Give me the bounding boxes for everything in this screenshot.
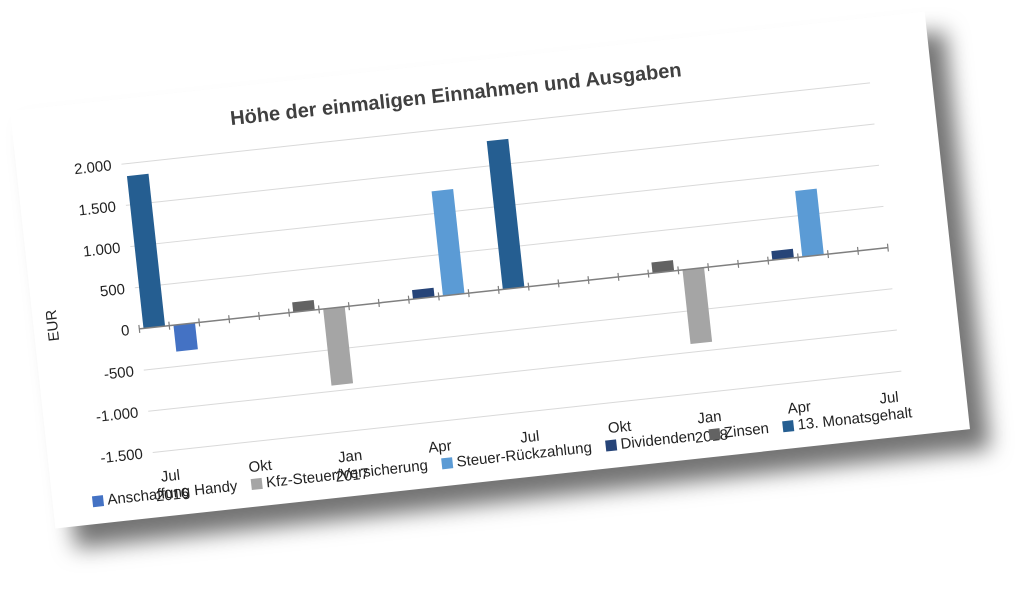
legend-label: Zinsen [723, 420, 770, 442]
x-tick-label: Apr [787, 398, 812, 417]
x-tick-label: Jul [879, 389, 900, 408]
bar [173, 322, 198, 352]
x-tick-mark [437, 292, 440, 301]
y-tick-label: 0 [120, 322, 130, 340]
x-tick-mark [557, 279, 560, 288]
x-tick-mark [886, 243, 889, 252]
chart-card: -1.500 -1.000 -500 0 500 1.000 1.500 2.000 Jul 20… [10, 11, 970, 529]
x-tick-label: 2017 [335, 465, 370, 486]
y-tick-label: -1.000 [95, 404, 139, 425]
x-tick-mark [377, 298, 380, 307]
bars [126, 138, 824, 386]
x-tick-mark [317, 305, 321, 314]
bar [431, 188, 465, 296]
x-tick-mark [617, 272, 620, 281]
bar [126, 173, 166, 329]
legend-swatch [605, 439, 618, 452]
x-tick-mark [347, 302, 350, 311]
y-tick-label: -1.500 [100, 446, 144, 467]
x-tick-label: Apr [427, 437, 452, 456]
gridline [152, 370, 902, 453]
x-tick-mark [168, 321, 171, 330]
x-tick-mark [258, 311, 261, 320]
bar [323, 306, 354, 386]
chart-svg: -1.500-1.000-50005001.0001.5002.000Jul20… [43, 59, 914, 509]
x-tick-label: Jan [337, 447, 363, 467]
x-tick-mark [288, 308, 291, 317]
x-tick-mark [767, 256, 770, 265]
x-tick-mark [527, 282, 530, 291]
bar [795, 188, 824, 257]
legend-swatch [91, 495, 105, 508]
gridline [143, 288, 893, 371]
x-tick-label: Okt [607, 418, 633, 438]
bar [682, 267, 713, 345]
x-axis [138, 243, 889, 333]
x-tick-mark [228, 315, 231, 324]
x-tick-mark [407, 295, 410, 304]
legend-swatch [441, 457, 454, 470]
x-tick-mark [497, 285, 500, 294]
x-tick-mark [647, 269, 650, 278]
tick-labels: -1.500-1.000-50005001.0001.5002.000Jul20… [73, 157, 900, 506]
y-tick-label: 500 [99, 281, 126, 301]
gridline [148, 329, 897, 412]
x-tick-mark [138, 324, 141, 333]
y-tick-label: -500 [103, 363, 135, 383]
y-tick-label: 1.500 [78, 199, 117, 220]
legend-swatch [782, 420, 795, 433]
x-tick-mark [856, 246, 859, 255]
x-tick-mark [707, 263, 710, 272]
legend-label: 13. Monatsgehalt [797, 404, 914, 433]
bar [292, 299, 315, 313]
bar [771, 248, 794, 261]
y-tick-label: 2.000 [73, 157, 112, 178]
bar [651, 260, 675, 274]
x-tick-label: 2016 [155, 485, 190, 506]
legend-swatch [250, 477, 263, 491]
x-tick-mark [826, 250, 830, 259]
gridline [121, 82, 871, 165]
chart-title: Höhe der einmaligen Einnahmen und Ausgab… [229, 59, 682, 130]
x-tick-mark [797, 253, 800, 262]
x-tick-label: Jan [697, 408, 723, 428]
zero-axis-line [139, 246, 888, 330]
x-tick-mark [737, 259, 740, 268]
y-tick-label: 1.000 [82, 240, 121, 261]
y-axis-label: EUR [43, 309, 63, 342]
x-tick-mark [467, 289, 470, 298]
legend: Anschaffung HandyKfz-Steuer/Versicherung… [91, 404, 914, 509]
x-tick-mark [677, 266, 680, 275]
x-tick-mark [587, 276, 590, 285]
x-tick-label: Okt [248, 457, 274, 477]
legend-swatch [708, 428, 721, 441]
x-tick-mark [198, 318, 201, 327]
x-tick-label: Jul [519, 428, 540, 447]
bar [486, 138, 525, 290]
x-tick-label: Jul [160, 467, 181, 486]
bar [412, 287, 435, 300]
